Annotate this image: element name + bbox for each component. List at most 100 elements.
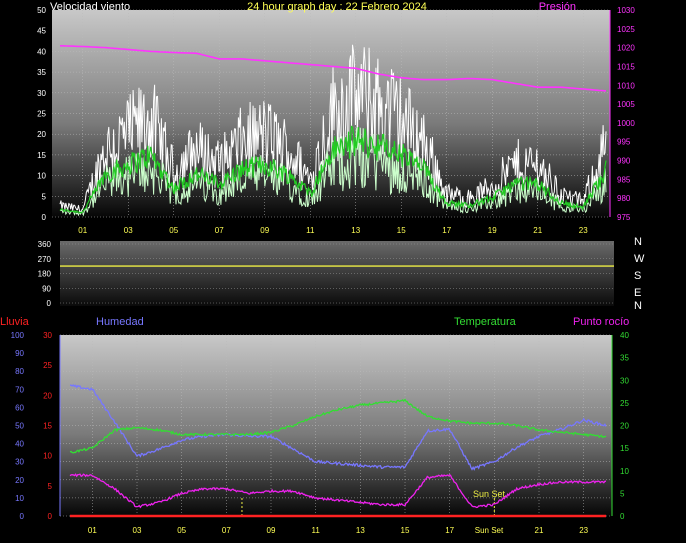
- rain-y-tick: 10: [43, 452, 52, 461]
- wind-y-tick: 15: [37, 151, 46, 160]
- wind-y-tick: 30: [37, 89, 46, 98]
- pressure-series: [60, 44, 607, 92]
- wind-y-tick: 35: [37, 68, 46, 77]
- temperature-y-tick: 5: [620, 489, 625, 498]
- wind-y-tick: 0: [42, 213, 47, 222]
- pressure-y-tick: 985: [617, 175, 631, 184]
- pressure-y-tick: 990: [617, 157, 631, 166]
- compass-n-bottom: N: [634, 300, 642, 312]
- wind-y-tick: 20: [37, 130, 46, 139]
- pressure-y-tick: 1025: [617, 25, 635, 34]
- temperature-y-tick: 10: [620, 467, 629, 476]
- temperature-y-tick: 15: [620, 444, 629, 453]
- humidity-y-tick: 40: [15, 440, 24, 449]
- rain-y-tick: 15: [43, 422, 52, 431]
- wind-time-tick: 15: [397, 226, 406, 235]
- wind-time-tick: 07: [215, 226, 224, 235]
- bottom-time-tick: 15: [401, 526, 410, 535]
- wind-speed-label: Velocidad viento: [50, 1, 130, 13]
- rain-y-tick: 30: [43, 331, 52, 340]
- pressure-y-tick: 1015: [617, 62, 635, 71]
- temperature-y-tick: 25: [620, 399, 629, 408]
- direction-y-tick: 0: [47, 299, 52, 308]
- compass-n-top: N: [634, 236, 642, 248]
- rain-y-tick: 25: [43, 361, 52, 370]
- graph-title: 24 hour graph day : 22 Febrero 2024: [247, 1, 427, 13]
- pressure-y-tick: 995: [617, 138, 631, 147]
- pressure-y-tick: 975: [617, 213, 631, 222]
- compass-w: W: [634, 253, 645, 265]
- rain-label: Lluvia: [0, 316, 30, 328]
- wind-y-tick: 5: [42, 192, 47, 201]
- humidity-y-tick: 10: [15, 494, 24, 503]
- humidity-y-tick: 100: [11, 331, 25, 340]
- temperature-y-tick: 0: [620, 512, 625, 521]
- humidity-y-tick: 20: [15, 476, 24, 485]
- wind-y-tick: 40: [37, 47, 46, 56]
- humidity-y-tick: 50: [15, 422, 24, 431]
- direction-y-tick: 90: [42, 284, 51, 293]
- humidity-series: [70, 384, 607, 471]
- pressure-y-tick: 1005: [617, 100, 635, 109]
- temperature-y-tick: 30: [620, 376, 629, 385]
- pressure-label: Presión: [539, 1, 576, 13]
- pressure-y-tick: 980: [617, 194, 631, 203]
- temperature-y-tick: 40: [620, 331, 629, 340]
- bottom-time-tick: 07: [222, 526, 231, 535]
- dewpoint-label: Punto rocío: [573, 316, 629, 328]
- bottom-time-tick: 03: [133, 526, 142, 535]
- wind-light-series: [59, 127, 607, 217]
- direction-y-tick: 270: [38, 255, 52, 264]
- wind-time-tick: 21: [533, 226, 542, 235]
- pressure-y-tick: 1020: [617, 44, 635, 53]
- temperature-y-tick: 35: [620, 354, 629, 363]
- wind-y-tick: 45: [37, 27, 46, 36]
- bottom-time-tick: 11: [312, 526, 321, 535]
- rain-y-tick: 0: [48, 512, 53, 521]
- bottom-time-tick: 09: [267, 526, 276, 535]
- wind-time-tick: 01: [78, 226, 87, 235]
- pressure-y-tick: 1000: [617, 119, 635, 128]
- bottom-time-tick: 21: [535, 526, 544, 535]
- wind-time-tick: 11: [306, 226, 315, 235]
- wind-time-tick: 13: [351, 226, 360, 235]
- wind-time-tick: 03: [124, 226, 133, 235]
- rain-y-tick: 5: [48, 482, 53, 491]
- compass-s: S: [634, 270, 641, 282]
- wind-time-tick: 19: [488, 226, 497, 235]
- temperature-label: Temperatura: [454, 316, 517, 328]
- bottom-time-tick: 01: [88, 526, 97, 535]
- humidity-y-tick: 0: [20, 512, 25, 521]
- temperature-y-tick: 20: [620, 422, 629, 431]
- pressure-y-tick: 1030: [617, 6, 635, 15]
- wind-y-tick: 25: [37, 110, 46, 119]
- direction-y-tick: 180: [38, 270, 52, 279]
- axes: 0510152025303540455097598098599099510001…: [11, 6, 636, 535]
- sunset-axis-label: Sun Set: [475, 526, 504, 535]
- bottom-time-tick: 17: [445, 526, 454, 535]
- compass-e: E: [634, 287, 641, 299]
- humidity-label: Humedad: [96, 316, 144, 328]
- humidity-y-tick: 90: [15, 349, 24, 358]
- dewpoint-series: [69, 473, 607, 509]
- wind-time-tick: 05: [169, 226, 178, 235]
- bottom-time-tick: 05: [177, 526, 186, 535]
- chart-marks: [59, 44, 614, 518]
- wind-y-tick: 10: [37, 172, 46, 181]
- humidity-y-tick: 80: [15, 367, 24, 376]
- humidity-y-tick: 30: [15, 458, 24, 467]
- humidity-y-tick: 60: [15, 403, 24, 412]
- pressure-y-tick: 1010: [617, 81, 635, 90]
- rain-y-tick: 20: [43, 391, 52, 400]
- bottom-time-tick: 13: [356, 526, 365, 535]
- humidity-y-tick: 70: [15, 385, 24, 394]
- direction-y-tick: 360: [38, 240, 52, 249]
- sunset-annotation: Sun Set: [473, 489, 506, 499]
- wind-time-tick: 09: [260, 226, 269, 235]
- wind-y-tick: 50: [37, 6, 46, 15]
- wind-average-series: [59, 125, 607, 214]
- wind-time-tick: 17: [442, 226, 451, 235]
- wind-time-tick: 23: [579, 226, 588, 235]
- temperature-series: [69, 398, 607, 454]
